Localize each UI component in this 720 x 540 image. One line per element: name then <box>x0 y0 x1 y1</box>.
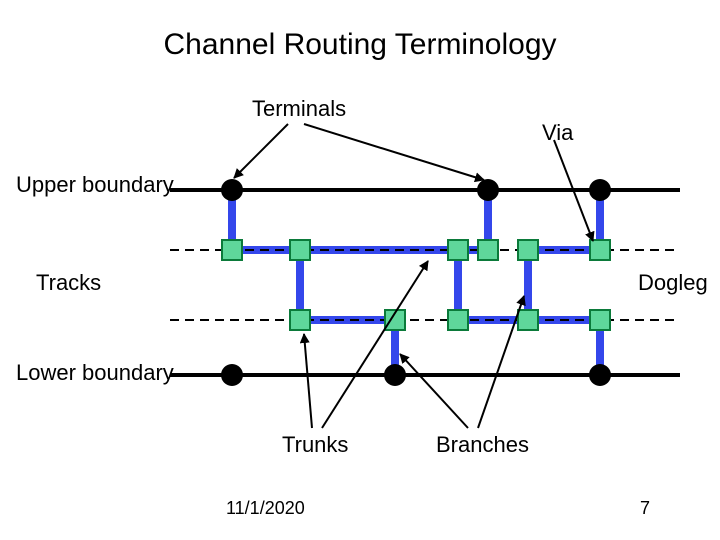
footer-date: 11/1/2020 <box>226 498 305 519</box>
footer-page-number: 7 <box>640 498 650 519</box>
channel-routing-diagram <box>0 0 720 540</box>
